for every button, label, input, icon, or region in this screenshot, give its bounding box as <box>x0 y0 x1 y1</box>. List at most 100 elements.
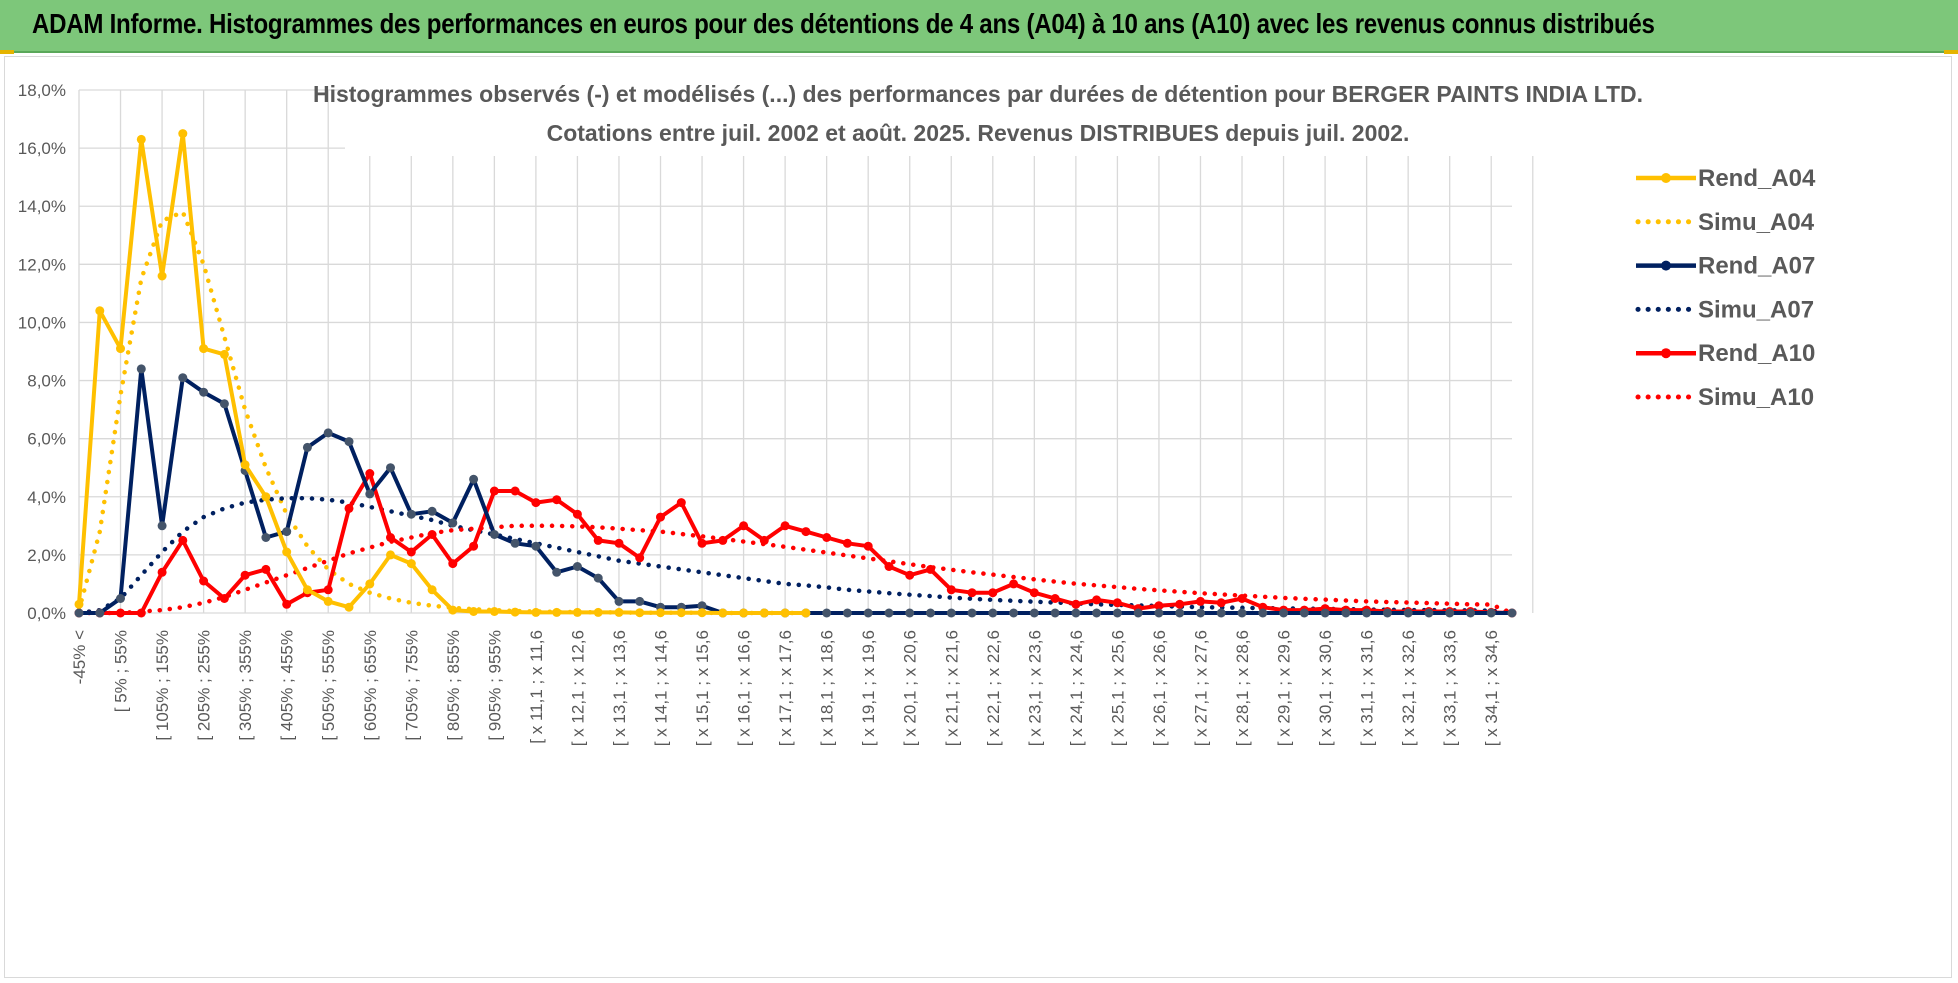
data-point <box>1445 608 1455 618</box>
data-point <box>884 562 894 571</box>
data-point <box>178 129 188 139</box>
data-point <box>178 535 188 545</box>
data-point <box>946 585 956 595</box>
data-point <box>510 486 520 496</box>
series-line-Rend_A10 <box>79 471 1513 615</box>
y-tick-label: 16,0% <box>18 139 66 158</box>
data-point <box>697 601 707 611</box>
legend-marker <box>1661 173 1671 183</box>
series-Simu_A10 <box>76 523 1515 616</box>
data-point <box>323 428 333 438</box>
data-point <box>1466 608 1475 618</box>
data-point <box>1320 608 1330 618</box>
legend-marker <box>1661 348 1671 359</box>
data-point <box>386 463 395 473</box>
x-tick-label: [ x 20,1 ; x 20,6 <box>901 630 920 746</box>
x-tick-label: [ x 15,1 ; x 15,6 <box>693 630 712 746</box>
data-point <box>1050 608 1060 618</box>
x-tick-label: [ 505% ; 555% <box>319 630 338 741</box>
x-tick-label: [ x 21,1 ; x 21,6 <box>942 630 961 746</box>
data-point <box>116 344 125 354</box>
data-point <box>531 541 541 551</box>
data-point <box>842 608 852 618</box>
data-point <box>656 512 665 522</box>
data-point <box>884 608 894 618</box>
x-tick-label: [ x 13,1 ; x 13,6 <box>610 630 629 746</box>
data-point <box>842 538 852 548</box>
data-point <box>697 538 707 548</box>
data-point <box>780 608 790 618</box>
data-point <box>1216 598 1226 608</box>
data-point <box>489 486 499 496</box>
data-point <box>593 573 603 583</box>
data-point <box>448 518 458 528</box>
data-point <box>95 608 105 618</box>
y-tick-label: 0,0% <box>27 604 66 623</box>
series-line-Rend_A07 <box>79 366 1512 615</box>
data-point <box>510 607 520 617</box>
data-point <box>282 547 292 557</box>
legend-label: Simu_A10 <box>1698 384 1814 411</box>
x-tick-label: [ x 11,1 ; x 11,6 <box>527 630 546 744</box>
data-point <box>386 550 395 560</box>
x-tick-label: [ x 26,1 ; x 26,6 <box>1150 630 1169 746</box>
data-point <box>531 498 541 508</box>
y-tick-label: 2,0% <box>27 546 66 565</box>
data-point <box>780 521 790 531</box>
data-point <box>1154 608 1164 618</box>
data-point <box>240 570 250 580</box>
data-point <box>1486 608 1496 618</box>
data-point <box>199 387 209 397</box>
data-point <box>1175 608 1185 618</box>
x-tick-label: [ 205% ; 255% <box>195 630 214 741</box>
data-point <box>219 594 229 603</box>
data-point <box>469 541 479 551</box>
data-point <box>926 564 935 574</box>
data-point <box>323 596 333 606</box>
legend-item-Simu_A07: Simu_A07 <box>1635 296 1814 323</box>
data-point <box>406 559 416 569</box>
data-point <box>1175 599 1185 609</box>
data-point <box>386 533 395 542</box>
series-group <box>74 129 1517 618</box>
data-point <box>74 608 84 618</box>
report-banner: ADAM Informe. Histogrammes des performan… <box>0 0 1958 53</box>
x-tick-label: [ x 28,1 ; x 28,6 <box>1233 630 1252 746</box>
data-point <box>219 399 229 409</box>
data-point <box>614 596 624 606</box>
series-line-Rend_A04 <box>77 131 806 615</box>
data-point <box>1154 601 1164 611</box>
x-tick-label: [ x 19,1 ; x 19,6 <box>859 630 878 746</box>
data-point <box>1299 608 1309 618</box>
data-point <box>427 506 437 516</box>
data-point <box>136 608 146 618</box>
data-point <box>635 608 645 618</box>
x-tick-label: [ x 32,1 ; x 32,6 <box>1399 630 1418 746</box>
legend-label: Rend_A04 <box>1698 165 1816 192</box>
x-tick-label: [ x 18,1 ; x 18,6 <box>818 630 837 746</box>
data-point <box>1029 588 1039 598</box>
chart-frame <box>4 56 1952 978</box>
data-point <box>1112 598 1122 608</box>
data-point <box>1237 608 1247 618</box>
title-background <box>345 76 1611 156</box>
x-tick-label: [ 5% ; 55% <box>112 630 131 712</box>
grid-lines <box>78 89 1534 614</box>
data-point <box>1507 608 1517 618</box>
data-point <box>1237 594 1247 603</box>
series-line-Simu_A10 <box>76 523 1515 616</box>
data-point <box>988 608 998 618</box>
data-point <box>1424 608 1434 618</box>
data-point <box>157 567 167 577</box>
legend-label: Simu_A04 <box>1698 209 1815 236</box>
data-point <box>822 533 832 542</box>
data-point <box>988 588 998 598</box>
data-point <box>282 599 292 609</box>
data-point <box>136 134 146 144</box>
data-point <box>1362 608 1372 618</box>
data-point <box>489 530 499 539</box>
data-point <box>1196 608 1205 618</box>
x-tick-label: -45% < <box>70 630 89 684</box>
data-point <box>531 607 541 617</box>
